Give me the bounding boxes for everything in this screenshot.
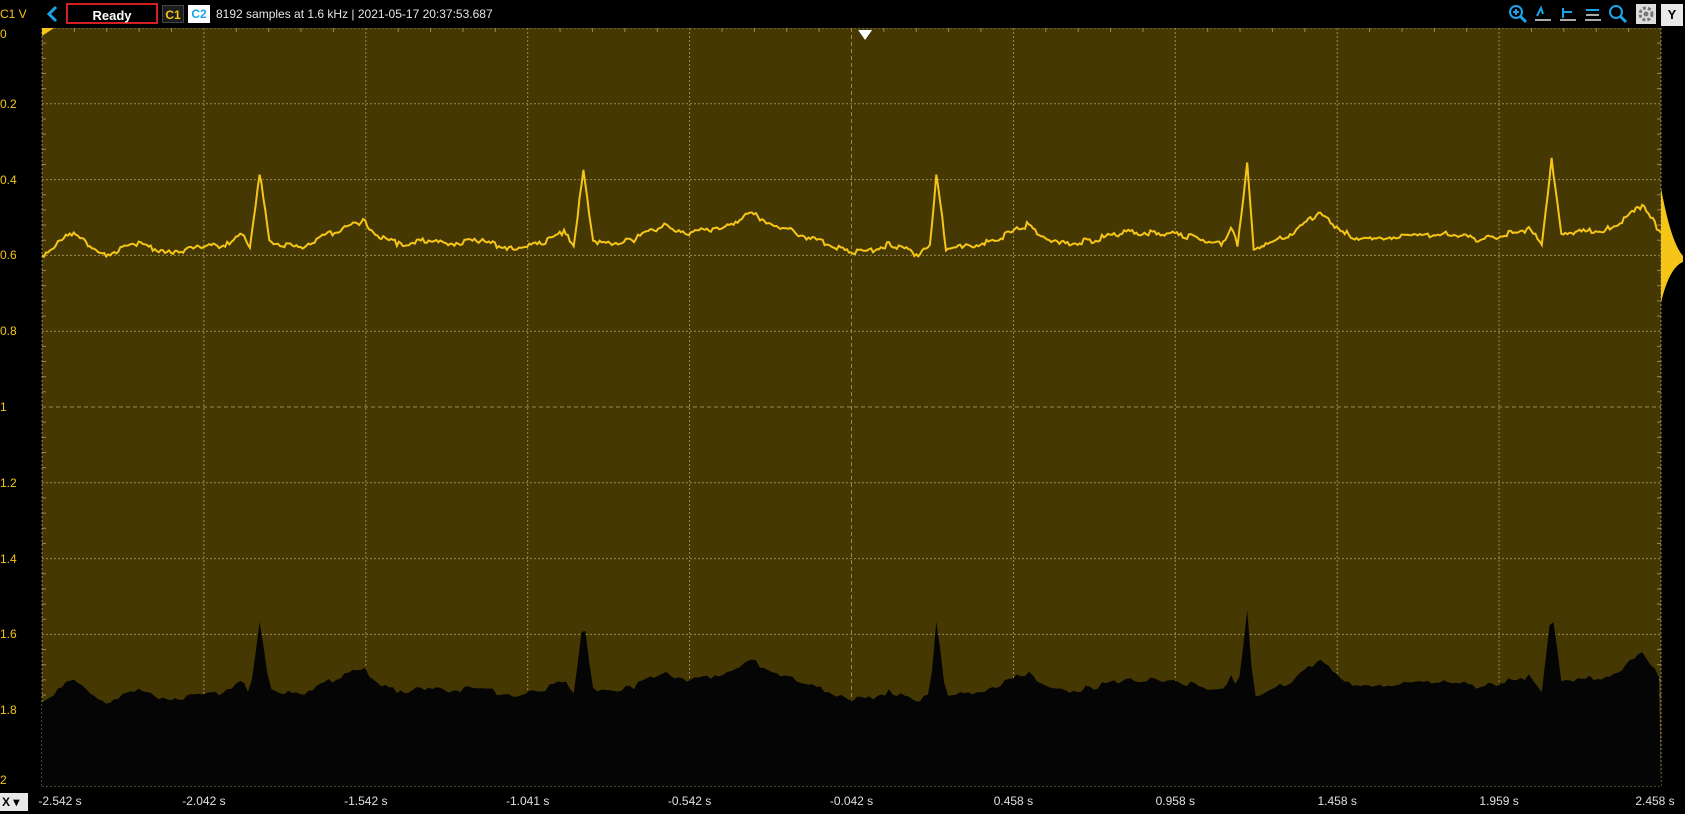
channel-1-button[interactable]: C1 [162, 5, 184, 23]
trigger-marker-icon[interactable] [858, 30, 873, 40]
channel-unit-label: C1 V [0, 7, 27, 21]
y-tick-label: 0.4 [0, 172, 17, 187]
gear-icon[interactable] [1636, 4, 1656, 24]
y-axis-button[interactable]: Y [1661, 4, 1683, 26]
y-tick-label: 0.8 [0, 324, 17, 339]
x-tick-label: 1.959 s [1479, 794, 1519, 808]
x-tick-label: -0.542 s [667, 794, 712, 808]
cursor-both-icon[interactable] [1558, 4, 1578, 24]
x-tick-label: -2.042 s [182, 794, 226, 808]
y-tick-label: 0.6 [0, 248, 17, 263]
zoom-in-icon[interactable] [1508, 4, 1528, 24]
y-tick-label: 0 [0, 27, 7, 41]
y-tick-label: 1.2 [0, 475, 17, 490]
x-tick-label: 1.458 s [1317, 794, 1357, 808]
x-tick-label: -2.542 s [38, 794, 82, 808]
cursor-left-icon[interactable] [1533, 4, 1553, 24]
y-tick-label: 1 [0, 400, 7, 414]
channel-2-button[interactable]: C2 [188, 5, 210, 23]
x-tick-label: 2.458 s [1635, 794, 1675, 808]
x-tick-label: 0.958 s [1155, 794, 1195, 808]
x-tick-label: -0.042 s [829, 794, 874, 808]
cursor-right-icon[interactable] [1583, 4, 1603, 24]
history-envelope [42, 609, 1661, 786]
histogram-icon [1661, 187, 1683, 303]
waveform-plot[interactable] [0, 28, 1685, 790]
offset-handle-icon[interactable] [42, 28, 54, 36]
channel-1-trace [41, 157, 1662, 259]
x-axis-button-label: X [2, 795, 11, 809]
back-arrow-icon[interactable] [46, 4, 60, 24]
acquisition-status[interactable]: Ready [66, 3, 158, 24]
toolbar: C1 V Ready C1 C2 8192 samples at 1.6 kHz… [0, 0, 1685, 28]
zoom-icon[interactable] [1608, 4, 1628, 24]
y-tick-label: 0.2 [0, 96, 17, 111]
x-tick-label: 0.458 s [993, 794, 1034, 808]
y-tick-label: 1.4 [0, 551, 17, 566]
y-tick-label: 1.8 [0, 703, 17, 718]
x-axis-button[interactable]: X ▾ [0, 793, 28, 811]
acquisition-info: 8192 samples at 1.6 kHz | 2021-05-17 20:… [216, 7, 493, 21]
y-tick-label: 1.6 [0, 627, 17, 642]
y-tick-label: 2 [0, 773, 7, 787]
x-tick-label: -1.542 s [344, 794, 388, 808]
x-tick-label: -1.041 s [506, 794, 550, 808]
